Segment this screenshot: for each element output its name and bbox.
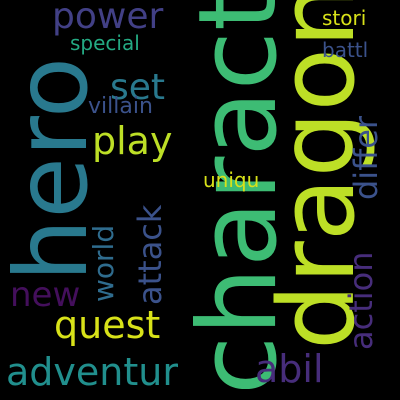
word-stori: stori: [322, 6, 367, 30]
word-play: play: [92, 119, 173, 163]
word-special: special: [70, 31, 140, 55]
word-world: world: [87, 224, 120, 302]
word-quest: quest: [54, 303, 161, 347]
word-adventur: adventur: [6, 350, 178, 394]
word-abil: abil: [255, 347, 324, 391]
word-differ: differ: [347, 115, 385, 200]
word-power: power: [52, 0, 164, 37]
word-new: new: [10, 275, 81, 315]
word-attack: attack: [131, 204, 169, 305]
word-action: action: [342, 251, 380, 351]
word-battl: battl: [322, 38, 369, 62]
word-set: set: [110, 67, 166, 108]
word-villain: villain: [88, 94, 153, 119]
word-uniqu: uniqu: [203, 168, 260, 192]
